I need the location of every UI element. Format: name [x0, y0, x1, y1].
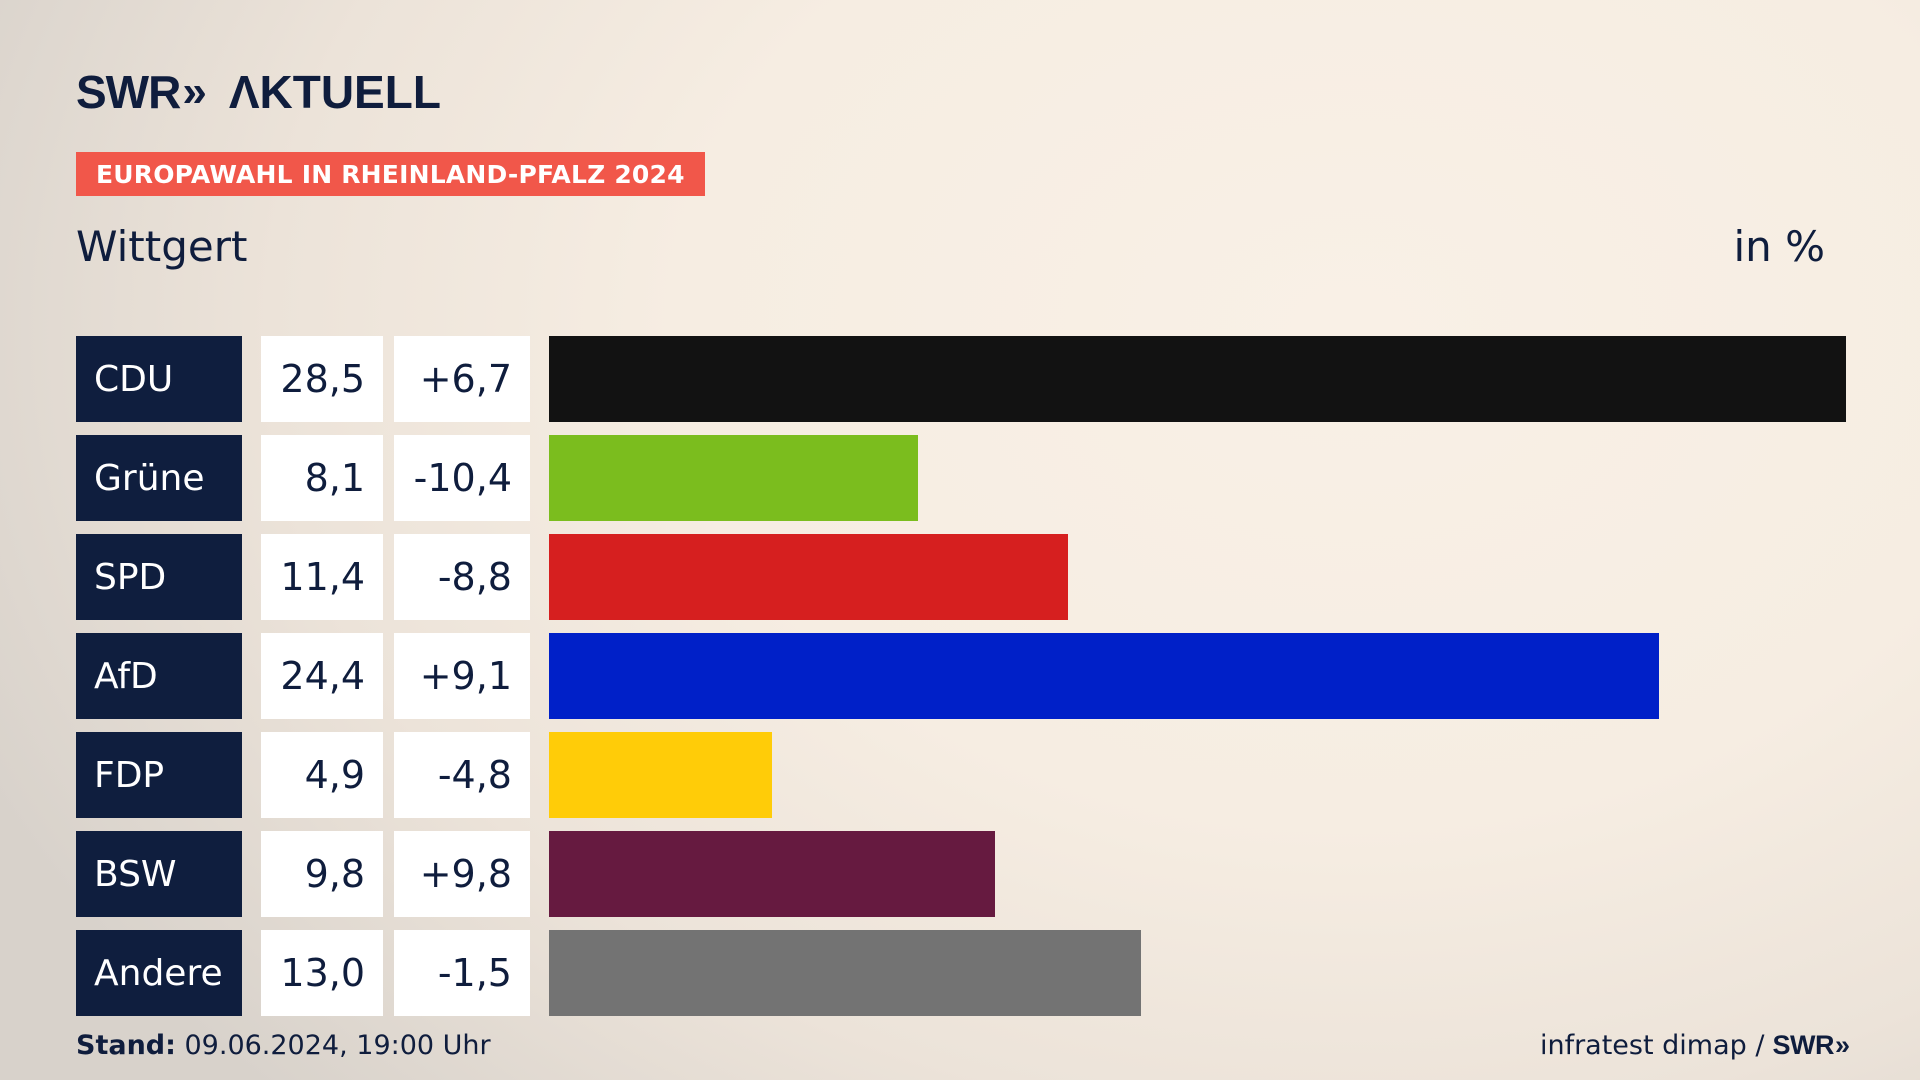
party-label: FDP — [76, 732, 242, 818]
party-label: BSW — [76, 831, 242, 917]
result-bar — [549, 534, 1068, 620]
logo-chevron-icon: » — [182, 67, 207, 116]
party-label: CDU — [76, 336, 242, 422]
vote-share-value: 11,4 — [261, 534, 383, 620]
vote-change-value: -1,5 — [394, 930, 530, 1016]
vote-share-value: 9,8 — [261, 831, 383, 917]
result-bar — [549, 435, 918, 521]
swr-small-logo: SWR» — [1772, 1030, 1850, 1061]
result-bar — [549, 831, 995, 917]
timestamp: Stand: 09.06.2024, 19:00 Uhr — [76, 1030, 491, 1061]
result-bar — [549, 633, 1659, 719]
result-row: SPD 11,4 -8,8 — [0, 534, 1920, 620]
result-row: FDP 4,9 -4,8 — [0, 732, 1920, 818]
swr-chevron-icon: » — [1834, 1030, 1850, 1060]
vote-share-value: 13,0 — [261, 930, 383, 1016]
vote-change-value: -4,8 — [394, 732, 530, 818]
result-bar — [549, 336, 1846, 422]
unit-label: in % — [1733, 222, 1825, 271]
vote-change-value: -10,4 — [394, 435, 530, 521]
vote-share-value: 24,4 — [261, 633, 383, 719]
vote-share-value: 4,9 — [261, 732, 383, 818]
result-bar — [549, 930, 1141, 1016]
party-label: Grüne — [76, 435, 242, 521]
municipality-title: Wittgert — [76, 222, 248, 271]
source-credit: infratest dimap / SWR» — [1539, 1030, 1850, 1061]
result-row: CDU 28,5 +6,7 — [0, 336, 1920, 422]
party-label: AfD — [76, 633, 242, 719]
vote-change-value: +9,1 — [394, 633, 530, 719]
logo-mark: SWR» — [76, 65, 207, 119]
vote-share-value: 28,5 — [261, 336, 383, 422]
swr-aktuell-logo: SWR» ΛKTUELL — [76, 66, 441, 118]
result-row: AfD 24,4 +9,1 — [0, 633, 1920, 719]
stand-value: 09.06.2024, 19:00 Uhr — [175, 1030, 491, 1061]
party-label: Andere — [76, 930, 242, 1016]
result-row: BSW 9,8 +9,8 — [0, 831, 1920, 917]
logo-brand-text: ΛKTUELL — [228, 66, 441, 118]
result-row: Grüne 8,1 -10,4 — [0, 435, 1920, 521]
party-label: SPD — [76, 534, 242, 620]
vote-change-value: -8,8 — [394, 534, 530, 620]
vote-change-value: +9,8 — [394, 831, 530, 917]
swr-small-logo-text: SWR — [1772, 1030, 1834, 1060]
logo-mark-text: SWR — [76, 66, 181, 118]
vote-share-value: 8,1 — [261, 435, 383, 521]
result-bar — [549, 732, 772, 818]
stand-label: Stand: — [76, 1030, 176, 1061]
source-text: infratest dimap / — [1539, 1030, 1765, 1061]
vote-change-value: +6,7 — [394, 336, 530, 422]
election-tag: EUROPAWAHL IN RHEINLAND-PFALZ 2024 — [76, 152, 705, 196]
result-row: Andere 13,0 -1,5 — [0, 930, 1920, 1016]
